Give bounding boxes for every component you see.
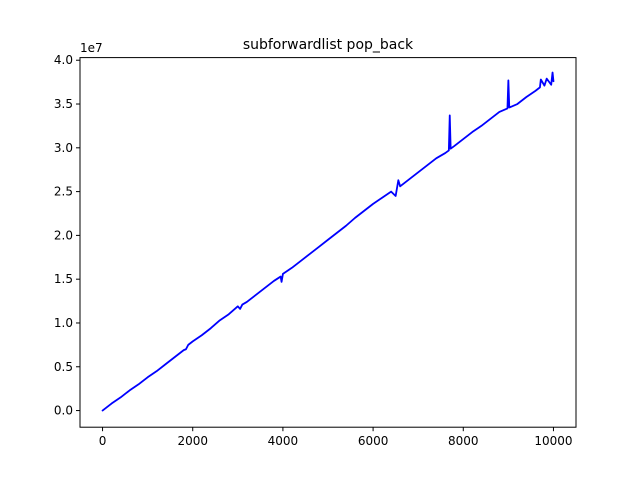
series-layer [101, 71, 555, 412]
chart-title: subforwardlist pop_back [243, 37, 414, 53]
x-tick-label: 6000 [358, 434, 389, 448]
y-tick-label: 3.0 [54, 141, 73, 155]
x-tick-label: 10000 [534, 434, 572, 448]
y-tick-label: 4.0 [54, 53, 73, 67]
axes-frame [79, 57, 577, 428]
y-tick-label: 2.5 [54, 185, 73, 199]
y-axis: 0.0 0.5 1.0 1.5 2.0 2.5 3.0 3.5 4.0 [54, 53, 80, 418]
x-axis: 0 2000 4000 6000 8000 10000 [99, 427, 573, 448]
x-tick-label: 4000 [268, 434, 299, 448]
y-tick-label: 1.5 [54, 272, 73, 286]
y-tick-label: 3.5 [54, 97, 73, 111]
y-tick-label: 0.5 [54, 360, 73, 374]
series-line-0 [101, 71, 555, 412]
x-tick-label: 2000 [177, 434, 208, 448]
plot-area: 0 2000 4000 6000 8000 10000 0.0 0.5 1.0 1.5 2.0 2.… [54, 53, 577, 448]
x-tick-label: 8000 [448, 434, 479, 448]
y-axis-offset-label: 1e7 [80, 41, 103, 55]
y-tick-label: 2.0 [54, 228, 73, 242]
y-tick-label: 0.0 [54, 404, 73, 418]
x-tick-label: 0 [99, 434, 107, 448]
y-tick-label: 1.0 [54, 316, 73, 330]
